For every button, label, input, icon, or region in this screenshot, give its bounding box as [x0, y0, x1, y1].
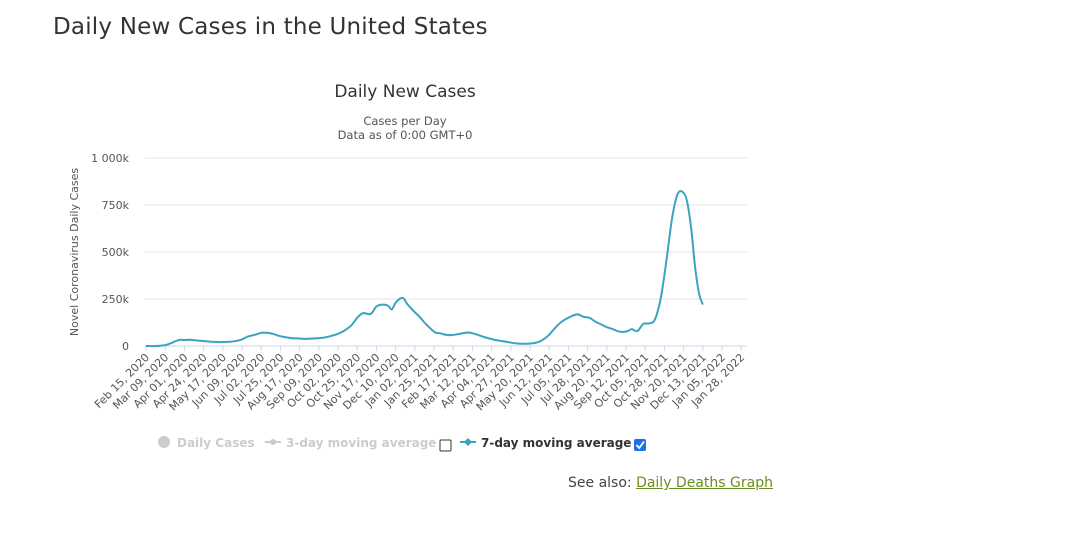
y-tick-label: 750k — [102, 199, 130, 212]
legend-dot-icon — [158, 436, 170, 448]
see-also: See also: Daily Deaths Graph — [568, 475, 773, 491]
y-tick-label: 250k — [102, 293, 130, 306]
legend: Daily Cases 3-day moving average 7-day m… — [158, 436, 646, 452]
y-tick-label: 1 000k — [91, 152, 129, 165]
series-layer — [145, 190, 704, 348]
legend-diamond-icon — [464, 438, 472, 446]
series-line-7-day-moving-average[interactable] — [145, 190, 704, 348]
y-tick-label: 0 — [122, 340, 129, 353]
legend-label-daily-cases: Daily Cases — [177, 436, 255, 450]
chart-subtitle-line2: Data as of 0:00 GMT+0 — [338, 128, 473, 142]
checkbox-3-day[interactable] — [439, 439, 452, 452]
daily-deaths-graph-link[interactable]: Daily Deaths Graph — [636, 475, 773, 491]
chart-subtitle-line1: Cases per Day — [363, 114, 446, 128]
legend-label-3-day: 3-day moving average — [286, 436, 436, 450]
legend-item-3-day[interactable]: 3-day moving average — [265, 436, 436, 450]
y-axis-title: Novel Coronavirus Daily Cases — [68, 168, 81, 336]
see-also-label: See also: — [568, 475, 632, 491]
legend-item-7-day[interactable]: 7-day moving average — [460, 436, 631, 450]
y-tick-label: 500k — [102, 246, 130, 259]
legend-marker-icon — [270, 439, 276, 445]
checkmark-icon — [635, 440, 645, 450]
legend-label-7-day: 7-day moving average — [481, 436, 631, 450]
checkbox-7-day-box — [634, 439, 646, 451]
chart-title: Daily New Cases — [334, 82, 476, 102]
checkbox-7-day[interactable] — [634, 439, 646, 451]
page-title: Daily New Cases in the United States — [53, 14, 488, 40]
legend-item-daily-cases[interactable]: Daily Cases — [158, 436, 255, 450]
y-axis: 0 250k 500k 750k 1 000k — [91, 152, 129, 353]
grid-layer — [145, 157, 747, 347]
